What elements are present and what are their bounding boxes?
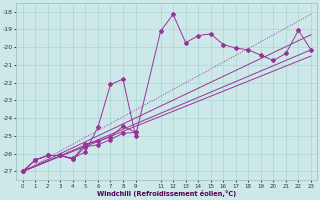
X-axis label: Windchill (Refroidissement éolien,°C): Windchill (Refroidissement éolien,°C) [97,190,236,197]
